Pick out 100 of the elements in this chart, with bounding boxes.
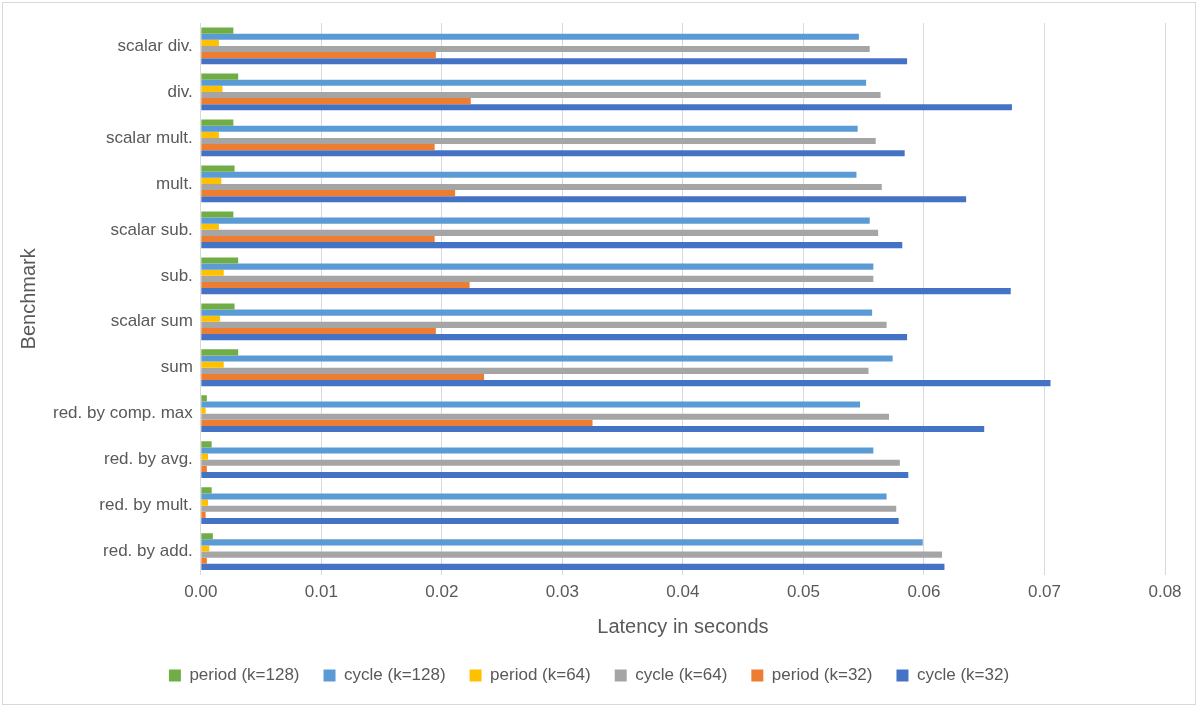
x-tick-label: 0.03	[545, 582, 579, 602]
bar	[201, 441, 212, 448]
x-tick-label: 0.02	[425, 582, 459, 602]
bar	[201, 533, 213, 540]
bar	[201, 91, 881, 99]
y-tick-label: sum	[160, 357, 193, 377]
bar	[201, 229, 879, 236]
bar	[201, 183, 882, 191]
bar	[201, 459, 900, 466]
bar	[201, 425, 985, 433]
y-tick-label: div.	[167, 81, 193, 101]
bar	[201, 27, 234, 34]
x-tick-label: 0.06	[907, 582, 941, 602]
bar	[201, 211, 234, 218]
bar	[201, 257, 239, 264]
x-tick-label: 0.08	[1148, 582, 1182, 602]
bar	[201, 321, 887, 328]
bar	[201, 471, 909, 479]
y-tick-label: red. by add.	[103, 541, 193, 561]
bar	[201, 85, 223, 92]
bar	[201, 355, 893, 362]
bar	[201, 517, 899, 525]
y-tick-label: scalar sub.	[110, 219, 193, 239]
bar	[201, 327, 436, 335]
bar	[201, 505, 897, 512]
bar	[201, 499, 209, 506]
x-tick-label: 0.04	[666, 582, 700, 602]
bar	[201, 551, 943, 558]
bar	[201, 539, 923, 546]
x-tick-label: 0.01	[304, 582, 338, 602]
bar	[201, 303, 235, 310]
bar	[201, 223, 219, 230]
bar	[201, 361, 224, 368]
bar	[201, 419, 593, 426]
bar	[201, 196, 967, 203]
x-tick-label: 0.05	[786, 582, 820, 602]
bar	[201, 58, 908, 65]
bar	[201, 349, 239, 356]
y-tick-label: red. by mult.	[99, 495, 193, 515]
x-axis-title: Latency in seconds	[597, 614, 769, 637]
bar	[201, 217, 870, 224]
bar	[201, 137, 876, 145]
y-tick-label: scalar mult.	[105, 127, 193, 147]
bar	[201, 413, 890, 420]
bar	[201, 73, 239, 80]
y-axis-title: Benchmark	[16, 247, 39, 350]
y-tick-label: red. by comp. max	[53, 403, 194, 423]
bar	[201, 511, 206, 518]
bar	[201, 487, 212, 494]
legend-label: period (k=32)	[771, 665, 873, 685]
bar	[201, 407, 206, 414]
bar	[201, 315, 221, 322]
bar	[201, 79, 867, 86]
bar	[201, 545, 210, 552]
bar	[201, 493, 887, 500]
y-tick-label: scalar sum	[110, 311, 193, 331]
bar	[201, 281, 470, 289]
bar	[201, 177, 222, 184]
x-tick-label: 0.00	[184, 582, 218, 602]
bar	[201, 309, 873, 316]
bar	[201, 165, 235, 172]
bar	[201, 131, 219, 138]
bar	[201, 190, 456, 197]
bar	[201, 557, 207, 564]
legend-label: cycle (k=128)	[344, 665, 446, 685]
x-tick-label: 0.07	[1027, 582, 1062, 602]
bar	[201, 52, 436, 59]
bar	[201, 150, 905, 157]
bar	[201, 125, 858, 132]
bar	[201, 275, 874, 282]
bar	[201, 380, 1051, 387]
bar	[201, 144, 435, 151]
bar	[201, 465, 207, 472]
bar	[201, 395, 207, 402]
bar	[201, 104, 1012, 111]
legend-label: period (k=64)	[490, 665, 591, 685]
bar	[201, 269, 224, 276]
bar	[201, 39, 219, 46]
bar	[201, 367, 869, 374]
y-tick-label: mult.	[155, 173, 193, 193]
bar	[201, 334, 908, 341]
y-tick-label: red. by avg.	[104, 449, 193, 469]
legend-label: period (k=128)	[189, 665, 300, 685]
bar	[201, 563, 945, 570]
bar	[201, 119, 234, 126]
bar	[201, 401, 861, 408]
legend-label: cycle (k=64)	[635, 665, 728, 685]
bar	[201, 447, 874, 454]
bar	[201, 263, 874, 270]
bar	[201, 45, 870, 53]
bar	[201, 171, 857, 178]
bar	[201, 242, 903, 249]
bar	[201, 453, 209, 460]
y-tick-label: scalar div.	[117, 35, 193, 55]
legend-label: cycle (k=32)	[916, 665, 1010, 685]
bar	[201, 288, 1011, 295]
bar	[201, 373, 485, 381]
bar	[201, 98, 471, 105]
bar	[201, 33, 859, 40]
y-tick-label: sub.	[160, 265, 193, 285]
